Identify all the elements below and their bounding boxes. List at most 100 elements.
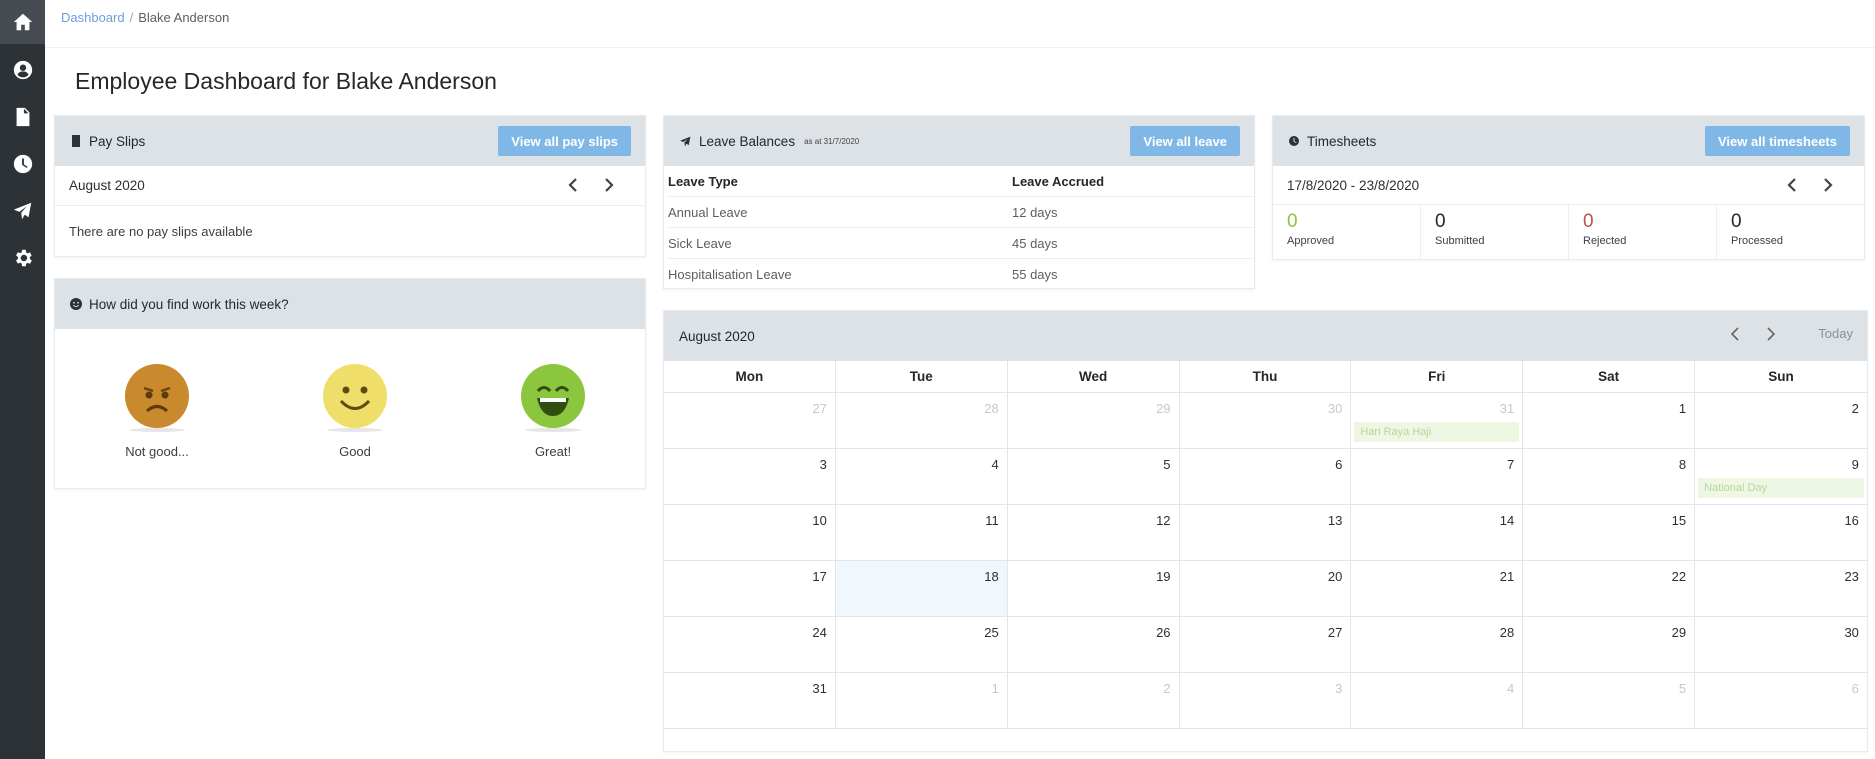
calendar-day[interactable]: 23 bbox=[1695, 561, 1867, 616]
next-week-button[interactable] bbox=[1821, 178, 1835, 192]
table-header-row: Leave Type Leave Accrued bbox=[668, 166, 1254, 197]
sidebar-item-timesheets[interactable] bbox=[0, 142, 45, 186]
stat-submitted[interactable]: 0 Submitted bbox=[1421, 205, 1569, 259]
view-all-leave-button[interactable]: View all leave bbox=[1130, 126, 1240, 156]
calendar-day[interactable]: 21 bbox=[1351, 561, 1524, 616]
day-number: 31 bbox=[812, 681, 827, 696]
next-month-button[interactable] bbox=[602, 178, 616, 192]
day-number: 5 bbox=[1678, 681, 1687, 696]
calendar-day[interactable]: 2 bbox=[1695, 393, 1867, 448]
calendar-day[interactable]: 11 bbox=[836, 505, 1008, 560]
sidebar-item-profile[interactable] bbox=[0, 48, 45, 92]
calendar-day[interactable]: 14 bbox=[1351, 505, 1524, 560]
calendar-day[interactable]: 5 bbox=[1008, 449, 1180, 504]
calendar-day-today[interactable]: 18 bbox=[835, 561, 1008, 616]
chevron-left-icon bbox=[568, 178, 577, 192]
previous-week-button[interactable] bbox=[1785, 178, 1799, 192]
mood-option-not-good[interactable]: Not good... bbox=[107, 364, 207, 459]
payslips-header: Pay Slips View all pay slips bbox=[55, 116, 645, 166]
calendar-today-button[interactable]: Today bbox=[1818, 326, 1853, 341]
calendar-day[interactable]: 28 bbox=[836, 393, 1008, 448]
chevron-right-icon bbox=[1824, 178, 1833, 192]
days-of-week-row: Mon Tue Wed Thu Fri Sat Sun bbox=[664, 361, 1867, 393]
calendar-day[interactable]: 29 bbox=[1523, 617, 1696, 672]
day-number: 21 bbox=[1499, 569, 1515, 584]
clock-icon bbox=[1289, 136, 1299, 146]
calendar-day[interactable]: 1 bbox=[836, 673, 1008, 728]
day-number: 3 bbox=[819, 457, 827, 472]
calendar-day[interactable]: 8 bbox=[1523, 449, 1696, 504]
stat-value: 0 bbox=[1731, 211, 1742, 232]
view-all-timesheets-button[interactable]: View all timesheets bbox=[1705, 126, 1850, 156]
calendar-day[interactable]: 27 bbox=[664, 393, 836, 448]
breadcrumb-dashboard-link[interactable]: Dashboard bbox=[61, 10, 125, 25]
calendar-day[interactable]: 6 bbox=[1180, 449, 1352, 504]
calendar-panel: August 2020 Today Mon Tue Wed Thu Fri Sat Sun … bbox=[663, 310, 1868, 752]
calendar-day[interactable]: 25 bbox=[836, 617, 1008, 672]
mood-label: Good bbox=[339, 444, 371, 459]
document-icon bbox=[16, 107, 29, 127]
previous-month-button[interactable] bbox=[566, 178, 580, 192]
calendar-day[interactable]: 24 bbox=[664, 617, 836, 672]
calendar-day[interactable]: 29 bbox=[1008, 393, 1180, 448]
calendar-day[interactable]: 27 bbox=[1180, 617, 1352, 672]
stat-rejected[interactable]: 0 Rejected bbox=[1569, 205, 1717, 259]
mood-label: Great! bbox=[534, 444, 572, 459]
calendar-next-button[interactable] bbox=[1764, 326, 1778, 341]
calendar-week-row: 3 4 5 6 7 8 9 National Day bbox=[664, 449, 1867, 505]
calendar-day[interactable]: 12 bbox=[1008, 505, 1180, 560]
day-number: 10 bbox=[812, 513, 827, 528]
leave-type-cell: Hospitalisation Leave bbox=[668, 267, 792, 282]
calendar-previous-button[interactable] bbox=[1728, 326, 1742, 341]
calendar-day[interactable]: 13 bbox=[1180, 505, 1352, 560]
day-number: 30 bbox=[1327, 401, 1343, 416]
calendar-day[interactable]: 6 bbox=[1695, 673, 1867, 728]
stat-approved[interactable]: 0 Approved bbox=[1273, 205, 1421, 259]
day-number: 14 bbox=[1499, 513, 1515, 528]
calendar-day[interactable]: 28 bbox=[1351, 617, 1524, 672]
day-of-week-header: Tue bbox=[836, 361, 1008, 392]
sidebar-item-settings[interactable] bbox=[0, 236, 45, 280]
calendar-day[interactable]: 9 National Day bbox=[1695, 449, 1867, 504]
calendar-day[interactable]: 20 bbox=[1180, 561, 1352, 616]
calendar-day[interactable]: 3 bbox=[664, 449, 836, 504]
calendar-day[interactable]: 22 bbox=[1523, 561, 1696, 616]
day-number: 27 bbox=[812, 401, 827, 416]
view-all-payslips-button[interactable]: View all pay slips bbox=[498, 126, 631, 156]
calendar-day[interactable]: 2 bbox=[1008, 673, 1180, 728]
calendar-day[interactable]: 30 bbox=[1695, 617, 1867, 672]
smiling-face-icon bbox=[323, 364, 387, 428]
mood-option-great[interactable]: Great! bbox=[503, 364, 603, 459]
day-number: 4 bbox=[991, 457, 999, 472]
calendar-event[interactable]: Hari Raya Haji bbox=[1354, 422, 1520, 442]
payslips-divider bbox=[55, 205, 645, 206]
calendar-day[interactable]: 7 bbox=[1351, 449, 1524, 504]
sidebar-item-leave[interactable] bbox=[0, 189, 45, 233]
calendar-event[interactable]: National Day bbox=[1698, 478, 1864, 498]
calendar-day[interactable]: 17 bbox=[664, 561, 836, 616]
sidebar-item-home[interactable] bbox=[0, 0, 45, 44]
calendar-day[interactable]: 4 bbox=[836, 449, 1008, 504]
day-of-week-header: Wed bbox=[1008, 361, 1180, 392]
day-number: 9 bbox=[1851, 457, 1859, 472]
calendar-day[interactable]: 26 bbox=[1008, 617, 1180, 672]
calendar-day[interactable]: 30 bbox=[1180, 393, 1352, 448]
calendar-day[interactable]: 16 bbox=[1695, 505, 1867, 560]
calendar-day[interactable]: 19 bbox=[1008, 561, 1180, 616]
calendar-day[interactable]: 5 bbox=[1523, 673, 1696, 728]
calendar-day[interactable]: 1 bbox=[1523, 393, 1696, 448]
calendar-day[interactable]: 3 bbox=[1180, 673, 1352, 728]
sidebar-item-documents[interactable] bbox=[0, 95, 45, 139]
calendar-day[interactable]: 31 Hari Raya Haji bbox=[1351, 393, 1524, 448]
calendar-day[interactable]: 31 bbox=[664, 673, 836, 728]
calendar-day[interactable]: 15 bbox=[1523, 505, 1696, 560]
calendar-nav bbox=[1728, 326, 1778, 341]
user-icon bbox=[13, 60, 32, 80]
calendar-day[interactable]: 4 bbox=[1351, 673, 1524, 728]
day-number: 23 bbox=[1844, 569, 1859, 584]
day-number: 27 bbox=[1327, 625, 1343, 640]
calendar-day[interactable]: 10 bbox=[664, 505, 836, 560]
stat-processed[interactable]: 0 Processed bbox=[1717, 205, 1864, 259]
grinning-face-icon bbox=[521, 364, 585, 428]
mood-option-good[interactable]: Good bbox=[305, 364, 405, 459]
